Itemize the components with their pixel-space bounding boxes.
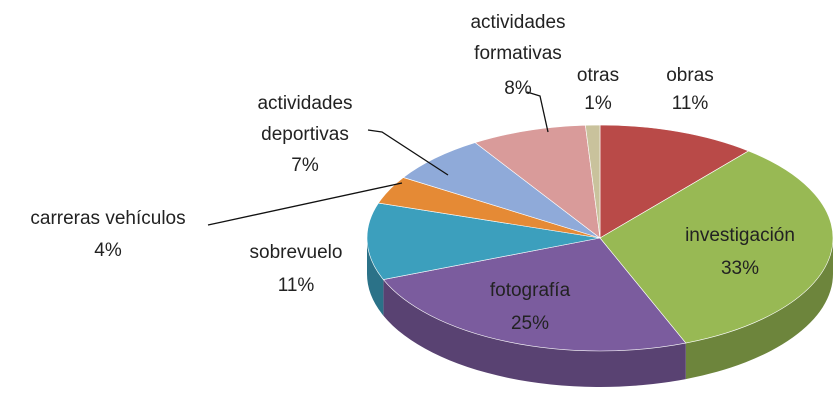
pie-slice [599, 124, 750, 239]
value-label: 7% [291, 155, 319, 176]
category-label: sobrevuelo [249, 242, 343, 263]
category-label: actividades formativas [470, 12, 566, 64]
leader-line [367, 129, 449, 176]
category-label: fotografía [489, 280, 571, 301]
leader-line [207, 182, 403, 226]
pie-side [367, 238, 384, 316]
leader-line [526, 91, 549, 133]
pie-slice [474, 124, 601, 239]
category-label: obras [666, 65, 714, 86]
value-label: 11% [277, 275, 315, 296]
pie-slice [366, 202, 601, 280]
pie-side [383, 279, 686, 387]
pie-slice [599, 150, 834, 344]
category-label: otras [576, 65, 620, 86]
value-label: 33% [720, 258, 760, 279]
pie-side [685, 238, 833, 380]
pie-slice [382, 237, 687, 352]
category-label: carreras vehículos [30, 208, 186, 229]
value-label: 1% [584, 93, 612, 114]
category-label: investigación [685, 225, 795, 246]
value-label: 8% [504, 78, 532, 99]
pie-slice [585, 124, 601, 239]
value-label: 25% [510, 313, 550, 334]
category-label: actividades deportivas [257, 93, 353, 145]
value-label: 11% [671, 93, 709, 114]
value-label: 4% [94, 240, 122, 261]
pie-slice [402, 142, 601, 239]
